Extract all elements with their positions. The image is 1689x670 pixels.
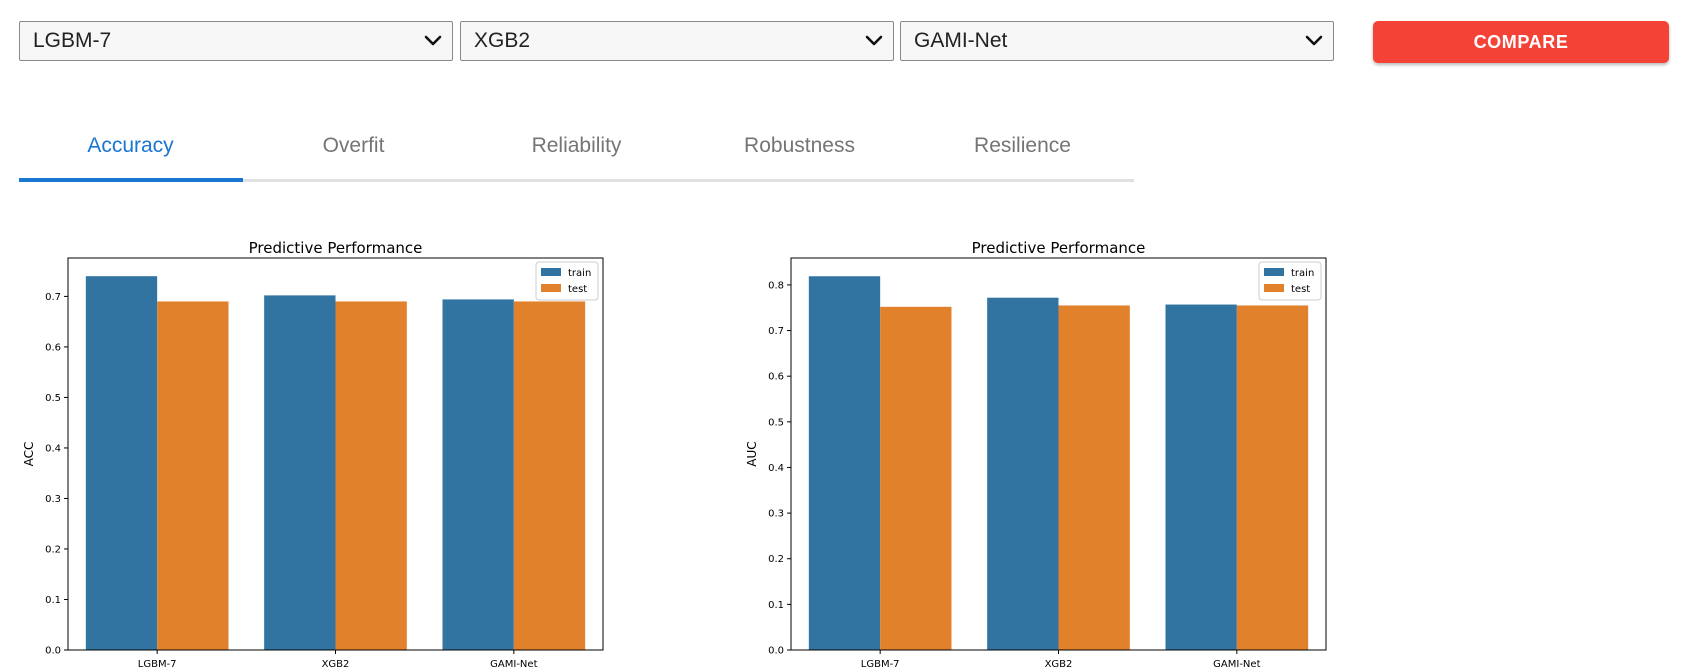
tab-overfit[interactable]: Overfit bbox=[322, 134, 385, 157]
auc-x-tick-label: GAMI-Net bbox=[1213, 659, 1260, 670]
auc-plot-frame bbox=[790, 257, 1327, 651]
auc-legend-swatch-test bbox=[1264, 284, 1284, 292]
auc-bar-train-gami-net bbox=[1165, 304, 1237, 650]
auc-legend-label-train: train bbox=[1291, 268, 1314, 279]
chevron-down-icon bbox=[424, 35, 442, 46]
auc-y-tick-label: 0.1 bbox=[768, 600, 784, 611]
auc-y-tick-label: 0.8 bbox=[768, 280, 784, 291]
auc-y-tick-label: 0.5 bbox=[768, 417, 784, 428]
chevron-down-icon bbox=[1305, 35, 1323, 46]
acc-legend-swatch-test bbox=[541, 284, 561, 292]
auc-x-tick-label: LGBM-7 bbox=[861, 659, 900, 670]
auc-y-tick-label: 0.6 bbox=[768, 372, 784, 383]
auc-chart-svg: Predictive Performance LGBM-7 XGB2 GAMI-Net… bbox=[745, 239, 1327, 670]
auc-x-tick-label: XGB2 bbox=[1045, 659, 1073, 670]
acc-x-tick-label: LGBM-7 bbox=[138, 659, 177, 670]
acc-bar-train-gami-net bbox=[442, 299, 514, 650]
acc-chart: Predictive Performance LGBM-7 XGB2 GAMI-Net… bbox=[0, 230, 610, 670]
auc-y-axis-label: AUC bbox=[745, 441, 759, 466]
auc-y-tick-label: 0.0 bbox=[768, 646, 784, 657]
acc-y-tick-label: 0.3 bbox=[45, 494, 61, 505]
auc-bar-test-xgb2 bbox=[1058, 305, 1130, 650]
tab-accuracy[interactable]: Accuracy bbox=[87, 134, 174, 157]
acc-y-tick-label: 0.5 bbox=[45, 393, 61, 404]
model-select-2-value: XGB2 bbox=[474, 29, 531, 52]
model-select-3[interactable]: GAMI-Net bbox=[900, 21, 1334, 61]
metric-tabs: Accuracy Overfit Reliability Robustness … bbox=[19, 113, 1134, 183]
acc-y-axis-label: ACC bbox=[22, 442, 36, 467]
acc-chart-svg: Predictive Performance LGBM-7 XGB2 GAMI-Net… bbox=[22, 239, 604, 670]
auc-legend-swatch-train bbox=[1264, 268, 1284, 276]
compare-button[interactable]: COMPARE bbox=[1373, 21, 1669, 63]
auc-bar-train-xgb2 bbox=[987, 297, 1059, 650]
model-select-1[interactable]: LGBM-7 bbox=[19, 21, 453, 61]
auc-legend-label-test: test bbox=[1291, 284, 1310, 295]
acc-legend-label-test: test bbox=[568, 284, 587, 295]
chevron-down-icon bbox=[865, 35, 883, 46]
auc-chart-title: Predictive Performance bbox=[972, 239, 1146, 257]
acc-y-tick-label: 0.1 bbox=[45, 595, 61, 606]
auc-y-tick-label: 0.2 bbox=[768, 554, 784, 565]
acc-y-tick-label: 0.7 bbox=[45, 292, 61, 303]
auc-bar-train-lgbm-7 bbox=[808, 276, 881, 650]
auc-bar-test-gami-net bbox=[1236, 305, 1309, 650]
acc-x-tick-label: XGB2 bbox=[322, 659, 350, 670]
auc-bar-test-lgbm-7 bbox=[880, 306, 952, 650]
acc-y-tick-label: 0.2 bbox=[45, 544, 61, 555]
acc-x-tick-label: GAMI-Net bbox=[490, 659, 537, 670]
acc-y-tick-label: 0.4 bbox=[45, 443, 61, 454]
acc-legend-swatch-train bbox=[541, 268, 561, 276]
tabs-divider bbox=[19, 179, 1134, 182]
acc-y-tick-label: 0.0 bbox=[45, 646, 61, 657]
active-tab-indicator bbox=[19, 178, 243, 182]
model-select-2[interactable]: XGB2 bbox=[460, 21, 894, 61]
auc-y-tick-label: 0.4 bbox=[768, 463, 784, 474]
acc-legend-label-train: train bbox=[568, 268, 591, 279]
model-select-3-value: GAMI-Net bbox=[914, 29, 1008, 52]
acc-y-tick-label: 0.6 bbox=[45, 342, 61, 353]
auc-chart: Predictive Performance LGBM-7 XGB2 GAMI-Net… bbox=[723, 230, 1333, 670]
acc-bar-train-xgb2 bbox=[264, 295, 336, 650]
acc-bar-train-lgbm-7 bbox=[85, 276, 158, 650]
tab-reliability[interactable]: Reliability bbox=[531, 134, 622, 157]
tab-robustness[interactable]: Robustness bbox=[744, 134, 855, 157]
model-select-1-value: LGBM-7 bbox=[33, 29, 112, 52]
acc-chart-title: Predictive Performance bbox=[249, 239, 423, 257]
acc-bar-test-xgb2 bbox=[335, 301, 407, 650]
auc-y-tick-label: 0.7 bbox=[768, 326, 784, 337]
acc-plot-frame bbox=[67, 257, 604, 651]
tab-resilience[interactable]: Resilience bbox=[974, 134, 1071, 157]
acc-bar-test-lgbm-7 bbox=[157, 301, 229, 650]
acc-bar-test-gami-net bbox=[513, 301, 586, 650]
auc-y-tick-label: 0.3 bbox=[768, 509, 784, 520]
